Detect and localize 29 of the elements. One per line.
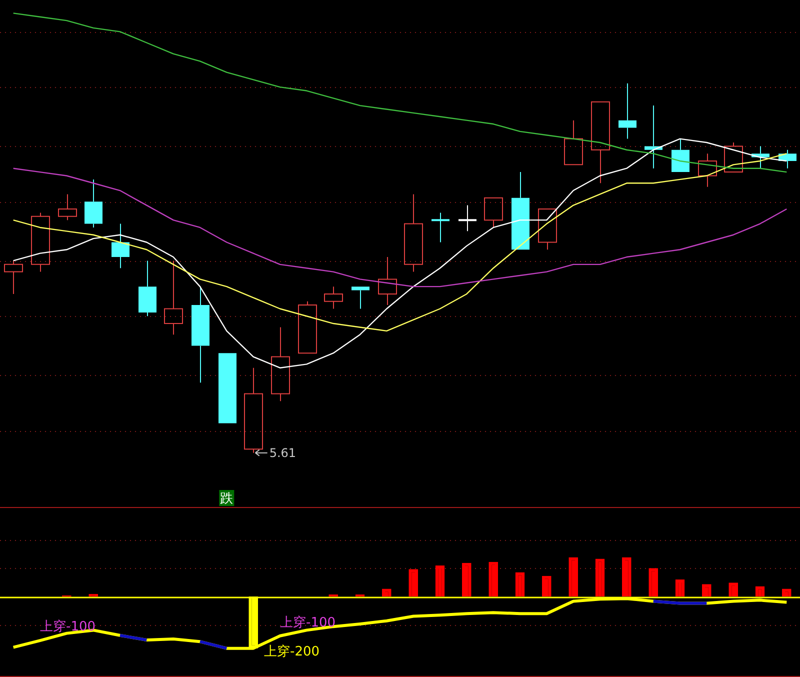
candlestick xyxy=(31,212,50,272)
candlestick xyxy=(378,256,397,306)
candlestick xyxy=(458,204,478,232)
annotation: 上穿-100 xyxy=(40,619,96,634)
candlestick xyxy=(430,212,450,243)
candlestick xyxy=(352,286,370,310)
candlestick xyxy=(324,286,343,310)
candlestick xyxy=(192,286,210,384)
candlestick xyxy=(138,260,156,317)
annotation: 5.61 xyxy=(269,446,296,460)
candlestick xyxy=(244,367,263,454)
candlestick xyxy=(564,120,583,166)
candlestick xyxy=(404,194,423,272)
annotation: 上穿-200 xyxy=(264,644,320,660)
candlestick xyxy=(618,82,636,140)
candlestick xyxy=(698,153,717,188)
annotation: 上穿-100 xyxy=(280,615,336,630)
candlestick xyxy=(4,260,23,294)
candlestick xyxy=(644,105,662,169)
candlestick xyxy=(164,260,183,336)
candlestick xyxy=(512,172,530,250)
candlestick xyxy=(271,326,290,402)
candlestick xyxy=(672,138,690,172)
candlestick xyxy=(591,101,610,184)
text: 跌 xyxy=(220,491,234,506)
candlestick xyxy=(58,194,77,221)
candlestick xyxy=(84,178,102,228)
candlestick xyxy=(112,223,130,269)
candlestick xyxy=(538,208,557,250)
